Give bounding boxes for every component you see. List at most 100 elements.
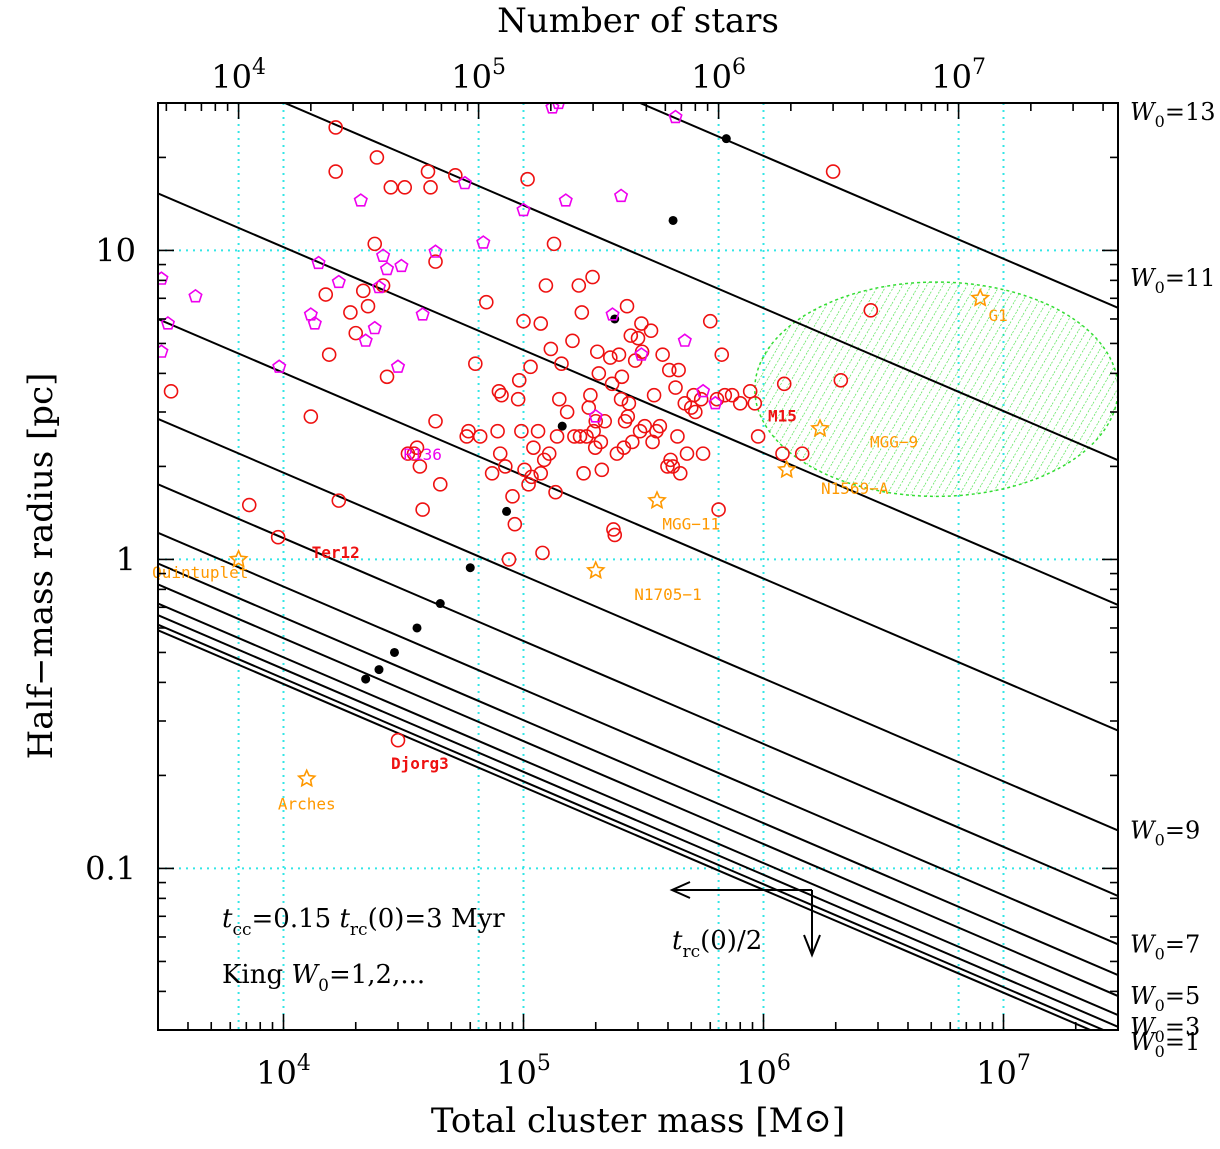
note-tcc: tcc=0.15 trc(0)=3 Myr [222,904,505,940]
red-circle-point [494,387,509,403]
magenta-pentagon-point [552,103,565,110]
red-circle-point [586,423,601,439]
king-core-collapse-dot [465,563,475,573]
magenta-pentagon-point [390,359,406,373]
x-tick-label: 107 [976,1051,1031,1092]
red-circle-point [672,465,688,481]
red-circle-point [630,330,646,346]
king-curve-w0-3 [158,614,1118,1028]
red-circle-point [432,477,448,492]
red-circle-point [825,164,841,179]
top-tick-labels: 104 105 106 107 [211,55,986,96]
red-circle-point [523,359,538,375]
red-circle-point [576,465,591,481]
annotations-layer: Quintuplet Ter12 Arches Djorg3 R136 MGG−11 N17… [152,306,1008,813]
king-curve-w0-4 [158,602,1118,1017]
annotation-label: R136 [403,445,442,464]
magenta-pentagon-point [311,255,326,270]
red-circle-point [461,423,476,439]
annotation-label: MGG−9 [870,433,918,452]
red-circle-point [671,362,686,378]
magenta-pentagon-point [516,202,531,217]
red-circle-point [548,484,563,500]
y-tick-label: 0.1 [85,849,136,887]
orange-star-point [810,418,830,438]
top-tick-label: 105 [451,55,506,96]
red-circle-point [679,446,695,461]
w0-labels: W0=1W0=3W0=5 W0=7 W0=9 W0=11 W0=13 [1130,98,1216,1061]
red-circle-point [520,171,535,187]
red-circle-point [390,732,406,748]
red-circle-point [526,440,541,455]
red-circle-point [603,350,618,365]
red-circle-point [524,469,539,485]
annotation-label: M15 [768,406,797,425]
y-tick-label: 1 [116,540,136,578]
red-circle-point [505,489,520,504]
red-circle-point [412,459,428,474]
magenta-pentagon-point [695,383,711,398]
red-circle-point [695,446,711,461]
red-circle-point [646,387,662,403]
magenta-pentagon-point [353,193,368,207]
grid-lines [158,103,1118,1030]
magenta-pentagon-point [415,307,430,321]
magenta-pentagon-point [371,279,387,294]
red-circle-point [750,429,766,444]
king-curve-w0-11 [158,192,1118,606]
king-core-collapse-dot [668,215,678,225]
top-tick-label: 104 [211,55,266,96]
red-circle-point [661,362,677,378]
red-circle-point [484,465,500,481]
red-circle-point [543,341,559,357]
red-circle-point [688,404,703,420]
red-circle-point [724,387,740,403]
red-circle-point [321,347,337,362]
magenta-pentagon-point [158,344,169,358]
king-curves-layer [158,103,1118,1030]
annotation-label: N1569−A [821,479,889,498]
red-circle-point [571,278,587,293]
red-circle-point [632,423,648,439]
red-circle-point [507,516,523,532]
red-circle-point [448,168,463,183]
red-circle-point [369,150,385,165]
red-circle-point [516,313,531,329]
red-circle-point [572,429,588,444]
red-circle-point [409,440,425,455]
red-circle-point [328,120,343,135]
red-circle-point [559,404,575,420]
orange-star-point [970,287,991,307]
magenta-pentagon-point [428,244,443,258]
red-circle-point [343,305,358,320]
red-circle-point [498,459,513,474]
red-circle-point [776,376,792,392]
magenta-pentagon-point [558,193,573,207]
top-tick-label: 106 [691,55,746,96]
red-circle-point [511,372,527,388]
red-circle-point [510,391,526,407]
red-circle-point [775,446,790,461]
king-core-collapse-dot [389,647,399,657]
red-circle-point [620,409,636,424]
red-circle-point [593,434,609,450]
king-core-collapse-dot [557,421,567,431]
magenta-pentagon-point [668,109,683,124]
red-circle-point [367,236,383,252]
red-circle-point [565,333,580,349]
red-circle-point [711,502,726,517]
red-circle-point [574,305,590,320]
red-circle-point [670,429,685,444]
red-circle-point [491,384,507,399]
red-circle-point [348,325,364,341]
red-circle-point [541,446,557,461]
red-circle-point [611,347,627,362]
red-circle-point [546,236,562,252]
magenta-pentagon-point [457,175,473,190]
red-circle-point [732,396,748,411]
red-circle-point [270,529,286,545]
red-circle-point [521,477,536,492]
red-circle-point [492,446,508,461]
red-circle-point [355,283,371,299]
